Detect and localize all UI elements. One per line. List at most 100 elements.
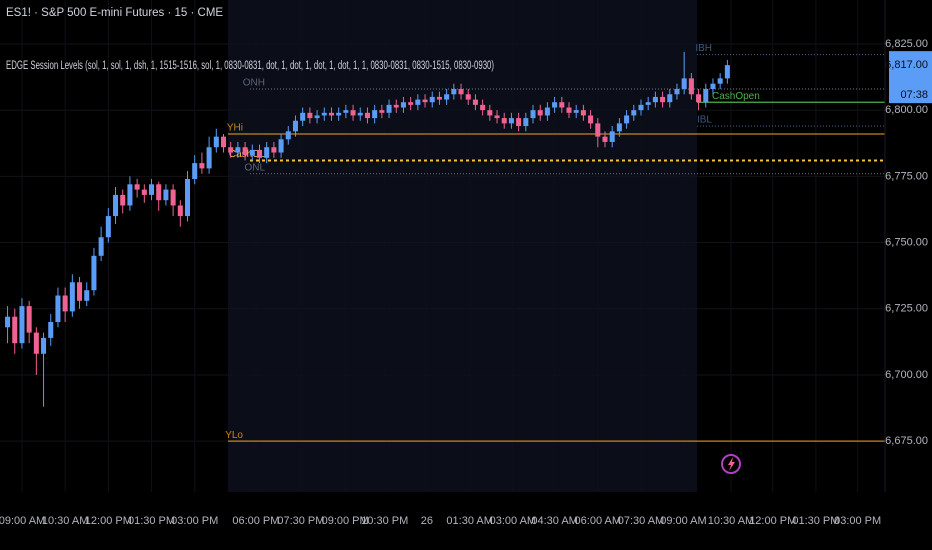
candle-body [156, 184, 162, 201]
x-tick-label: 10:30 PM [361, 515, 408, 527]
candle-body [307, 112, 313, 119]
y-tick-label: 6,825.00 [885, 38, 928, 50]
candle-body [26, 306, 32, 333]
x-tick-label: 06:00 AM [575, 515, 621, 527]
candle-body [350, 110, 356, 116]
candle-body [703, 88, 709, 103]
candle-body [472, 99, 478, 105]
candle-body [436, 96, 442, 100]
candle-body [458, 88, 464, 95]
x-tick-label: 01:30 PM [128, 515, 175, 527]
candle-body [48, 321, 54, 338]
candle-body [113, 194, 119, 217]
candle-body [501, 118, 507, 124]
y-tick-label: 6,675.00 [885, 435, 928, 447]
candle-body [220, 136, 227, 148]
candle-body [559, 102, 565, 108]
candle-body [285, 131, 291, 140]
price-tag-label: 6,817.00 [885, 59, 928, 71]
candle-body [660, 96, 666, 103]
event-icon[interactable] [721, 454, 741, 474]
y-tick-label: 6,725.00 [885, 303, 928, 315]
x-tick-label: 12:00 PM [85, 515, 132, 527]
candle-body [681, 78, 687, 89]
candle-body [494, 115, 500, 119]
candle-body [5, 316, 11, 328]
candle-body [206, 147, 212, 169]
candle-body [631, 110, 637, 116]
candle-body [487, 110, 493, 116]
axes: 6,675.00 6,700.00 6,725.00 6,750.00 6,775.00… [0, 0, 932, 527]
candle-body [264, 147, 270, 158]
candle-body [422, 99, 428, 103]
candle-body [566, 107, 572, 113]
candle-body [530, 110, 536, 119]
candle-body [573, 110, 579, 113]
candle-body [127, 184, 133, 206]
candle-body [300, 112, 306, 121]
candle-body [84, 290, 90, 301]
x-tick-label: 09:00 PM [322, 515, 369, 527]
x-tick-label: 03:00 PM [834, 515, 881, 527]
level-label: ONH [243, 78, 265, 89]
candle-body [163, 189, 169, 201]
candle-body [328, 112, 334, 116]
candle-body [343, 110, 349, 113]
candle-body [451, 88, 457, 95]
candle-body [199, 163, 205, 169]
x-tick-label: 01:30 PM [792, 515, 839, 527]
x-tick-label: 10:30 AM [708, 515, 754, 527]
price-tag [889, 51, 932, 104]
candle-body [177, 205, 183, 217]
candle-body [314, 115, 320, 119]
level-label: IBH [695, 43, 712, 54]
candle-body [134, 184, 140, 190]
candle-body [77, 282, 83, 301]
candle-body [12, 316, 18, 344]
candle-body [271, 147, 277, 153]
candle-body [444, 94, 450, 100]
x-tick-label: 03:00 AM [490, 515, 536, 527]
candle-body [724, 65, 730, 79]
candle-body [429, 96, 435, 103]
candle-body [609, 131, 615, 142]
candle-body [537, 110, 543, 116]
candle-body [480, 104, 486, 111]
candle-body [62, 295, 68, 312]
level-label: YHi [227, 123, 243, 134]
x-tick-label: 26 [421, 515, 433, 527]
candle-body [256, 149, 263, 158]
y-tick-label: 6,700.00 [885, 369, 928, 381]
candle-body [400, 102, 406, 108]
candle-body [688, 78, 694, 95]
candle-body [710, 83, 716, 89]
candle-body [544, 107, 550, 116]
x-tick-label: 07:30 AM [618, 515, 664, 527]
y-tick-label: 6,800.00 [885, 104, 928, 116]
candle-body [523, 118, 529, 127]
candle-body [213, 136, 219, 148]
x-tick-label: 06:00 PM [232, 515, 279, 527]
candle-body [508, 118, 514, 124]
x-tick-label: 10:30 AM [42, 515, 88, 527]
candle-body [624, 115, 630, 124]
candle-body [595, 123, 601, 137]
candle-body [580, 110, 586, 116]
candle-body [55, 295, 61, 322]
candle-body [408, 102, 414, 105]
candle-body [645, 102, 651, 105]
candle-body [364, 112, 370, 119]
x-tick-label: 09:00 AM [660, 515, 706, 527]
candle-body [184, 179, 191, 217]
level-label: IBL [697, 115, 712, 126]
candle-body [41, 337, 47, 354]
candle-body [552, 102, 558, 108]
candle-body [192, 163, 198, 180]
candle-body [120, 194, 126, 206]
candle-body [91, 255, 97, 291]
y-tick-label: 6,775.00 [885, 170, 928, 182]
candle-body [602, 136, 608, 142]
candle-body [228, 147, 234, 153]
candle-body [105, 216, 111, 238]
countdown-label: 07:38 [900, 89, 928, 101]
